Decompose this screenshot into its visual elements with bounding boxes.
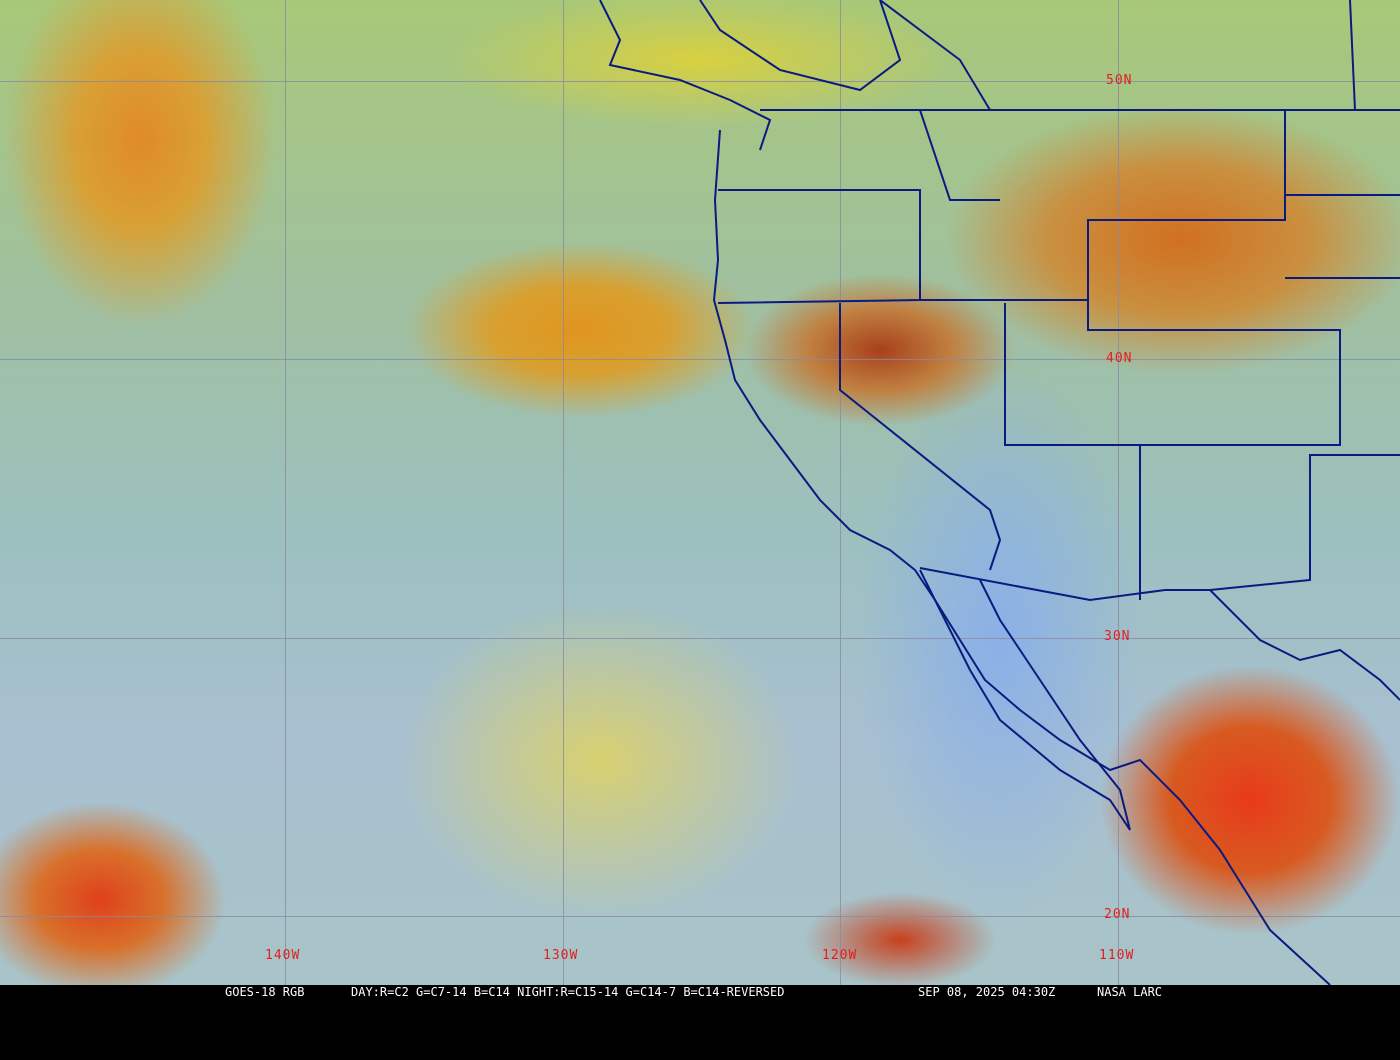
latitude-label-20n: 20N: [1104, 907, 1131, 922]
british-columbia-coast: [599, 0, 991, 151]
caption-product: GOES-18 RGB: [225, 985, 305, 999]
longitude-gridline: [1118, 0, 1119, 985]
latitude-gridline: [0, 916, 1400, 917]
longitude-label-130w: 130W: [543, 948, 579, 963]
latitude-gridline: [0, 638, 1400, 639]
latitude-label-30n: 30N: [1104, 629, 1131, 644]
latitude-label-40n: 40N: [1106, 351, 1133, 366]
caption-credit: NASA LARC: [1097, 985, 1163, 999]
satellite-image: 50N 40N 30N 20N 140W 130W 120W 110W: [0, 0, 1400, 985]
longitude-label-110w: 110W: [1099, 948, 1135, 963]
mexico-coast: [1209, 589, 1400, 701]
longitude-gridline: [285, 0, 286, 985]
caption-datetime: SEP 08, 2025 04:30Z: [918, 985, 1056, 999]
latitude-label-50n: 50N: [1106, 73, 1133, 88]
state-borders: [717, 0, 1400, 602]
image-caption-bar: GOES-18 RGB DAY:R=C2 G=C7-14 B=C14 NIGHT…: [0, 985, 1400, 1000]
coastlines-and-borders: [599, 0, 1400, 985]
baja-california-coast: [919, 569, 1131, 831]
longitude-label-120w: 120W: [822, 948, 858, 963]
latitude-gridline: [0, 81, 1400, 82]
us-west-coastline: [712, 129, 1331, 985]
longitude-gridline: [563, 0, 564, 985]
longitude-gridline: [840, 0, 841, 985]
longitude-label-140w: 140W: [265, 948, 301, 963]
caption-recipe: DAY:R=C2 G=C7-14 B=C14 NIGHT:R=C15-14 G=…: [351, 985, 785, 999]
latitude-gridline: [0, 359, 1400, 360]
